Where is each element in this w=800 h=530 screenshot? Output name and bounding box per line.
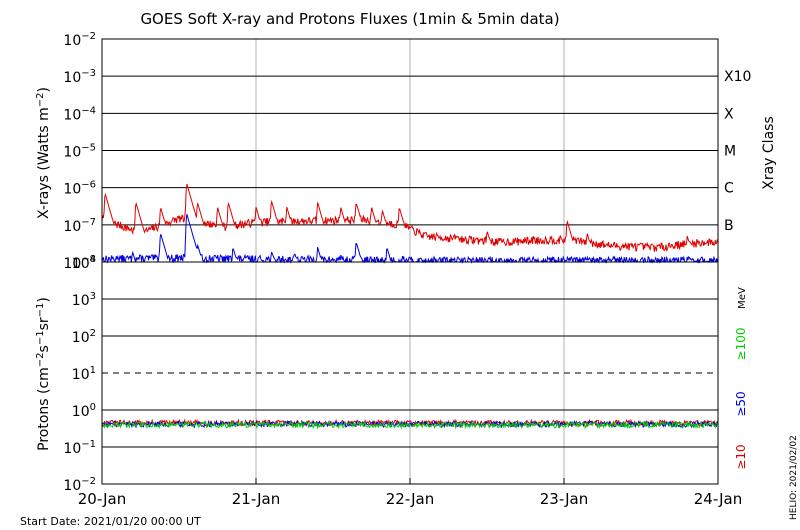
proton-legend-label: ≥10	[734, 444, 748, 469]
xray-tick-label: 10−5	[63, 143, 96, 161]
xray-tick-label: 10−3	[63, 68, 96, 86]
x-tick-label: 21-Jan	[232, 490, 280, 508]
plot-layer: 10−2 10−3 10−4 10−5 10−6 10−7 10−8 X10 X M C B 104 10…	[63, 31, 751, 508]
xray-class-tick: X	[724, 106, 734, 122]
proton-tick-label: 10−1	[63, 439, 96, 457]
energy-unit-label: MeV	[737, 287, 748, 309]
proton-ylabel-s: s	[36, 345, 52, 352]
proton-series-line	[101, 420, 719, 430]
xray-ylabel: X-rays (Watts m−2)	[35, 87, 52, 219]
x-tick-label: 20-Jan	[78, 490, 126, 508]
xray-class-tick: X10	[724, 69, 751, 85]
proton-legend-entry: ≥50	[734, 391, 748, 416]
proton-tick-label: 10−2	[63, 476, 96, 494]
proton-ylabel: Protons (cm−2s−1sr−1)	[35, 297, 52, 451]
xray-tick-label: 10−7	[63, 217, 96, 235]
xray-tick-label: 10−4	[63, 105, 96, 123]
proton-tick-label: 104	[72, 254, 96, 272]
xray-class-tick: C	[724, 181, 734, 197]
proton-ylabel-exp3: −1	[35, 303, 46, 318]
xray-tick-label: 10−8	[63, 254, 96, 272]
svg-text:Protons (cm−2s−1sr−1): Protons (cm−2s−1sr−1)	[35, 297, 52, 451]
proton-ylabel-exp2: −1	[35, 330, 46, 345]
proton-legend-entry: ≥10	[734, 444, 748, 469]
xray-series-line	[101, 214, 719, 264]
xray-ylabel-close: )	[36, 87, 52, 92]
xray-class-tick: M	[724, 144, 736, 160]
xray-class-label: Xray Class	[761, 116, 777, 190]
proton-ylabel-sr: sr	[36, 317, 52, 330]
svg-text:X-rays (Watts m−2): X-rays (Watts m−2)	[35, 87, 52, 219]
xray-series-line	[101, 183, 719, 253]
proton-legend-entry: ≥100	[734, 328, 748, 361]
helio-credit: HELIO: 2021/02/02	[789, 435, 799, 520]
proton-ylabel-close: )	[36, 297, 52, 302]
proton-legend-label: ≥50	[734, 391, 748, 416]
xray-tick-label: 10−2	[63, 31, 96, 49]
proton-tick-label: 101	[72, 365, 96, 383]
xray-tick-label: 10−6	[63, 180, 96, 198]
xray-ylabel-exp: −2	[35, 93, 46, 108]
proton-ylabel-text: Protons (cm	[36, 367, 52, 451]
proton-tick-label: 100	[72, 402, 96, 420]
start-date: Start Date: 2021/01/20 00:00 UT	[20, 515, 201, 528]
proton-ylabel-exp1: −2	[35, 352, 46, 367]
x-tick-label: 24-Jan	[694, 490, 742, 508]
xray-ylabel-text: X-rays (Watts m	[36, 107, 52, 219]
xray-class-tick: B	[724, 218, 734, 234]
proton-tick-label: 102	[72, 328, 96, 346]
chart-title: GOES Soft X-ray and Protons Fluxes (1min…	[140, 10, 559, 28]
x-tick-label: 23-Jan	[540, 490, 588, 508]
x-tick-label: 22-Jan	[386, 490, 434, 508]
proton-legend-label: ≥100	[734, 328, 748, 361]
proton-tick-label: 103	[72, 291, 96, 309]
